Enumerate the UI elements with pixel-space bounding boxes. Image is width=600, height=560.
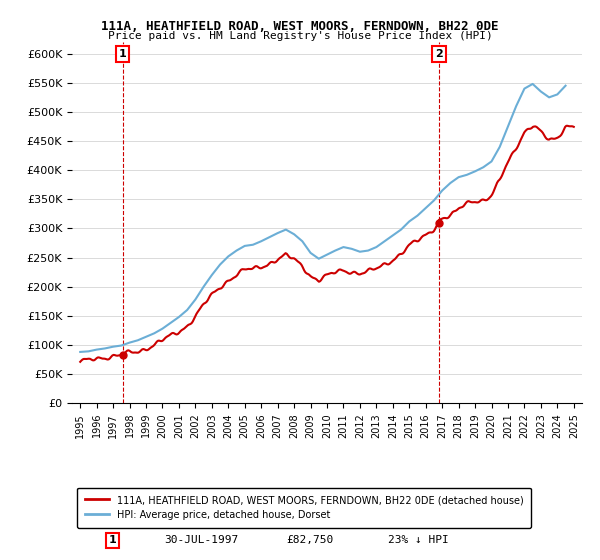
Text: £82,750: £82,750 bbox=[286, 535, 334, 545]
Text: Price paid vs. HM Land Registry's House Price Index (HPI): Price paid vs. HM Land Registry's House … bbox=[107, 31, 493, 41]
Text: 111A, HEATHFIELD ROAD, WEST MOORS, FERNDOWN, BH22 0DE: 111A, HEATHFIELD ROAD, WEST MOORS, FERND… bbox=[101, 20, 499, 32]
Text: 23% ↓ HPI: 23% ↓ HPI bbox=[388, 535, 449, 545]
Legend: 111A, HEATHFIELD ROAD, WEST MOORS, FERNDOWN, BH22 0DE (detached house), HPI: Ave: 111A, HEATHFIELD ROAD, WEST MOORS, FERND… bbox=[77, 488, 531, 528]
Text: 30-JUL-1997: 30-JUL-1997 bbox=[164, 535, 238, 545]
Text: 1: 1 bbox=[109, 535, 116, 545]
Text: 1: 1 bbox=[119, 49, 127, 59]
Text: 2: 2 bbox=[435, 49, 443, 59]
